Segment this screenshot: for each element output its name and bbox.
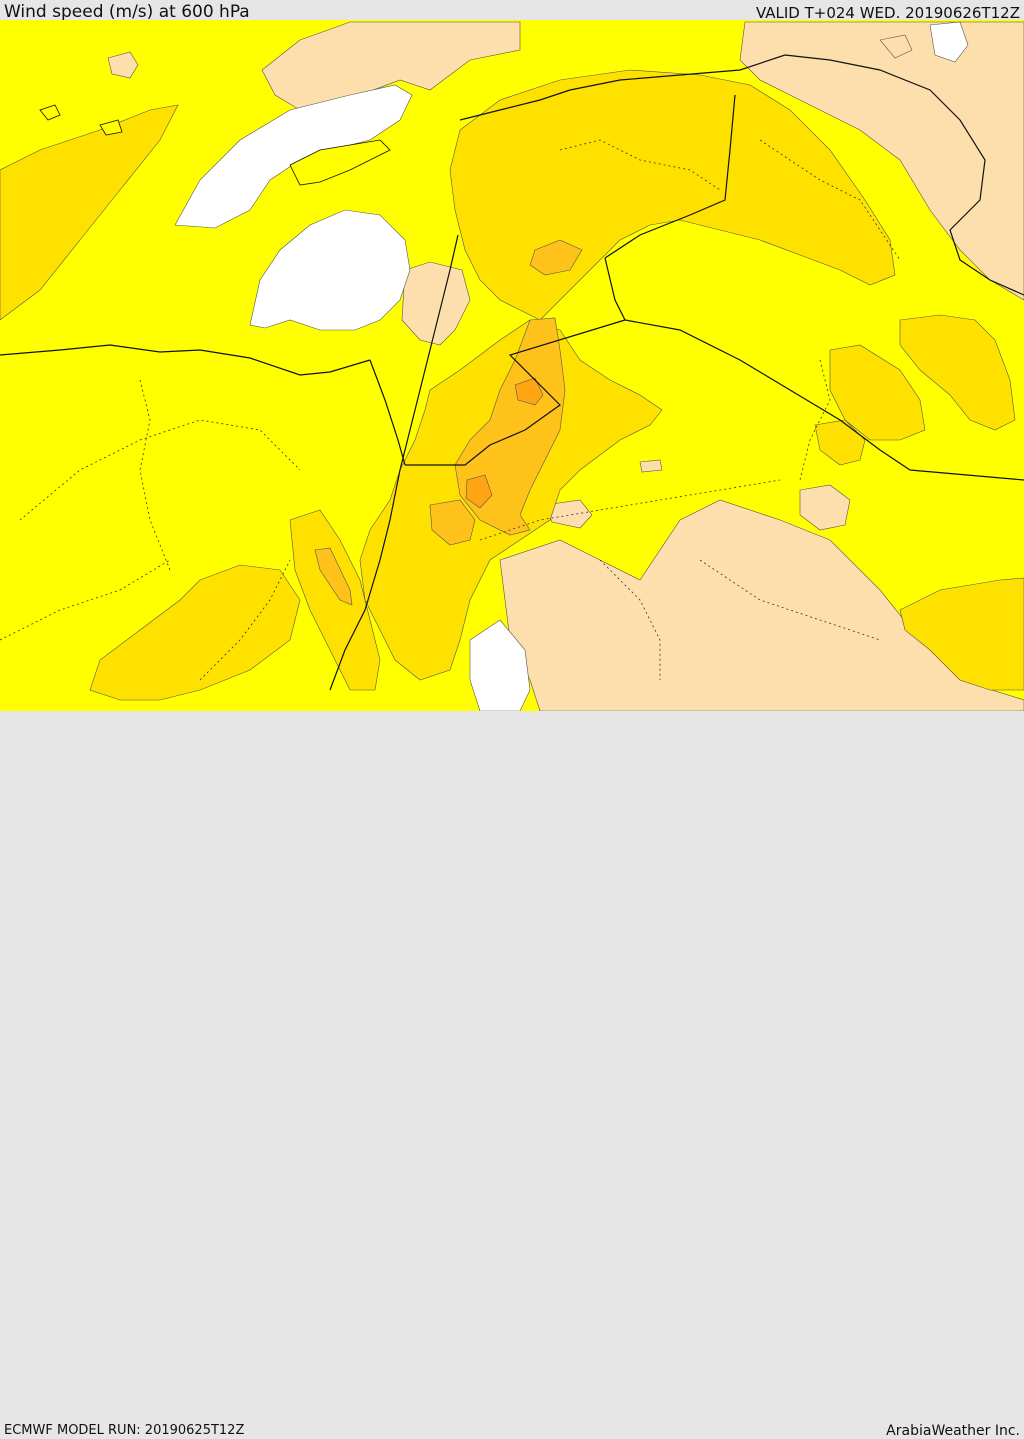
border-syria-iraq [604, 94, 736, 259]
model-run-label: ECMWF MODEL RUN: 20190625T12Z [4, 1423, 245, 1438]
province-line-4 [559, 139, 721, 191]
province-line-8 [199, 559, 291, 681]
map-title: Wind speed (m/s) at 600 hPa [4, 2, 250, 22]
light-area-arabia [499, 499, 1024, 711]
border-coast-egypt [0, 344, 371, 376]
country-borders [0, 54, 1024, 691]
very-strong-area-1 [514, 377, 544, 406]
calm-area-red-sea [469, 619, 531, 711]
province-line-9 [699, 559, 881, 641]
wind-speed-map [0, 20, 1024, 711]
light-area-small-2 [639, 459, 663, 473]
calm-area-lake [929, 21, 969, 63]
credit-label: ArabiaWeather Inc. [886, 1423, 1020, 1439]
strong-area-sinai [429, 499, 476, 546]
province-line-7 [759, 139, 901, 261]
calm-area-levant-coast [249, 209, 411, 331]
province-line-6 [599, 559, 661, 680]
islands [39, 104, 391, 186]
valid-time-label: VALID T+024 WED. 20190626T12Z [755, 4, 1020, 22]
light-area-east-patch [799, 484, 851, 531]
province-line-3 [479, 479, 781, 541]
very-strong-wind-areas [465, 377, 544, 509]
strong-area-syria [529, 239, 583, 276]
fresh-area-sinai [89, 564, 301, 701]
light-area-northeast [739, 21, 1024, 301]
border-egypt-israel [369, 359, 406, 466]
calm-wind-areas [174, 21, 969, 711]
aegean-island-1 [39, 104, 61, 121]
light-area-small-4 [879, 34, 913, 59]
fresh-area-west-med [0, 104, 179, 321]
cyprus-island [289, 139, 391, 186]
fresh-area-east-2 [899, 314, 1016, 431]
province-line-5 [799, 359, 831, 481]
calm-area-cyprus-west [174, 84, 413, 229]
very-strong-area-2 [465, 474, 493, 509]
footer-bar: ECMWF MODEL RUN: 20190625T12Z ArabiaWeat… [0, 711, 1024, 1439]
province-line-2 [139, 379, 171, 571]
strong-area-gulf [314, 547, 353, 606]
border-coast-levant [399, 234, 459, 471]
border-turkey-syria [459, 54, 786, 121]
aegean-island-2 [99, 119, 123, 136]
fresh-area-gulf-coast [289, 509, 381, 691]
fresh-area-east-3 [814, 419, 866, 466]
fresh-area-east-1 [829, 344, 926, 441]
fresh-area-southeast [899, 577, 1024, 691]
border-coast-red-sea [329, 469, 401, 691]
light-area-small-3 [107, 51, 139, 79]
header-bar: Wind speed (m/s) at 600 hPa VALID T+024 … [0, 0, 1024, 22]
province-line-1 [19, 419, 301, 521]
border-saudi-iraq [624, 319, 1024, 481]
light-area-lebanon [401, 261, 471, 346]
border-jordan-iraq [604, 257, 626, 321]
light-area-small-1 [544, 499, 593, 529]
light-wind-areas [107, 21, 1024, 711]
province-boundaries [0, 139, 901, 681]
border-jordan-saudi [405, 319, 626, 466]
border-iran-iraq [784, 54, 1024, 296]
